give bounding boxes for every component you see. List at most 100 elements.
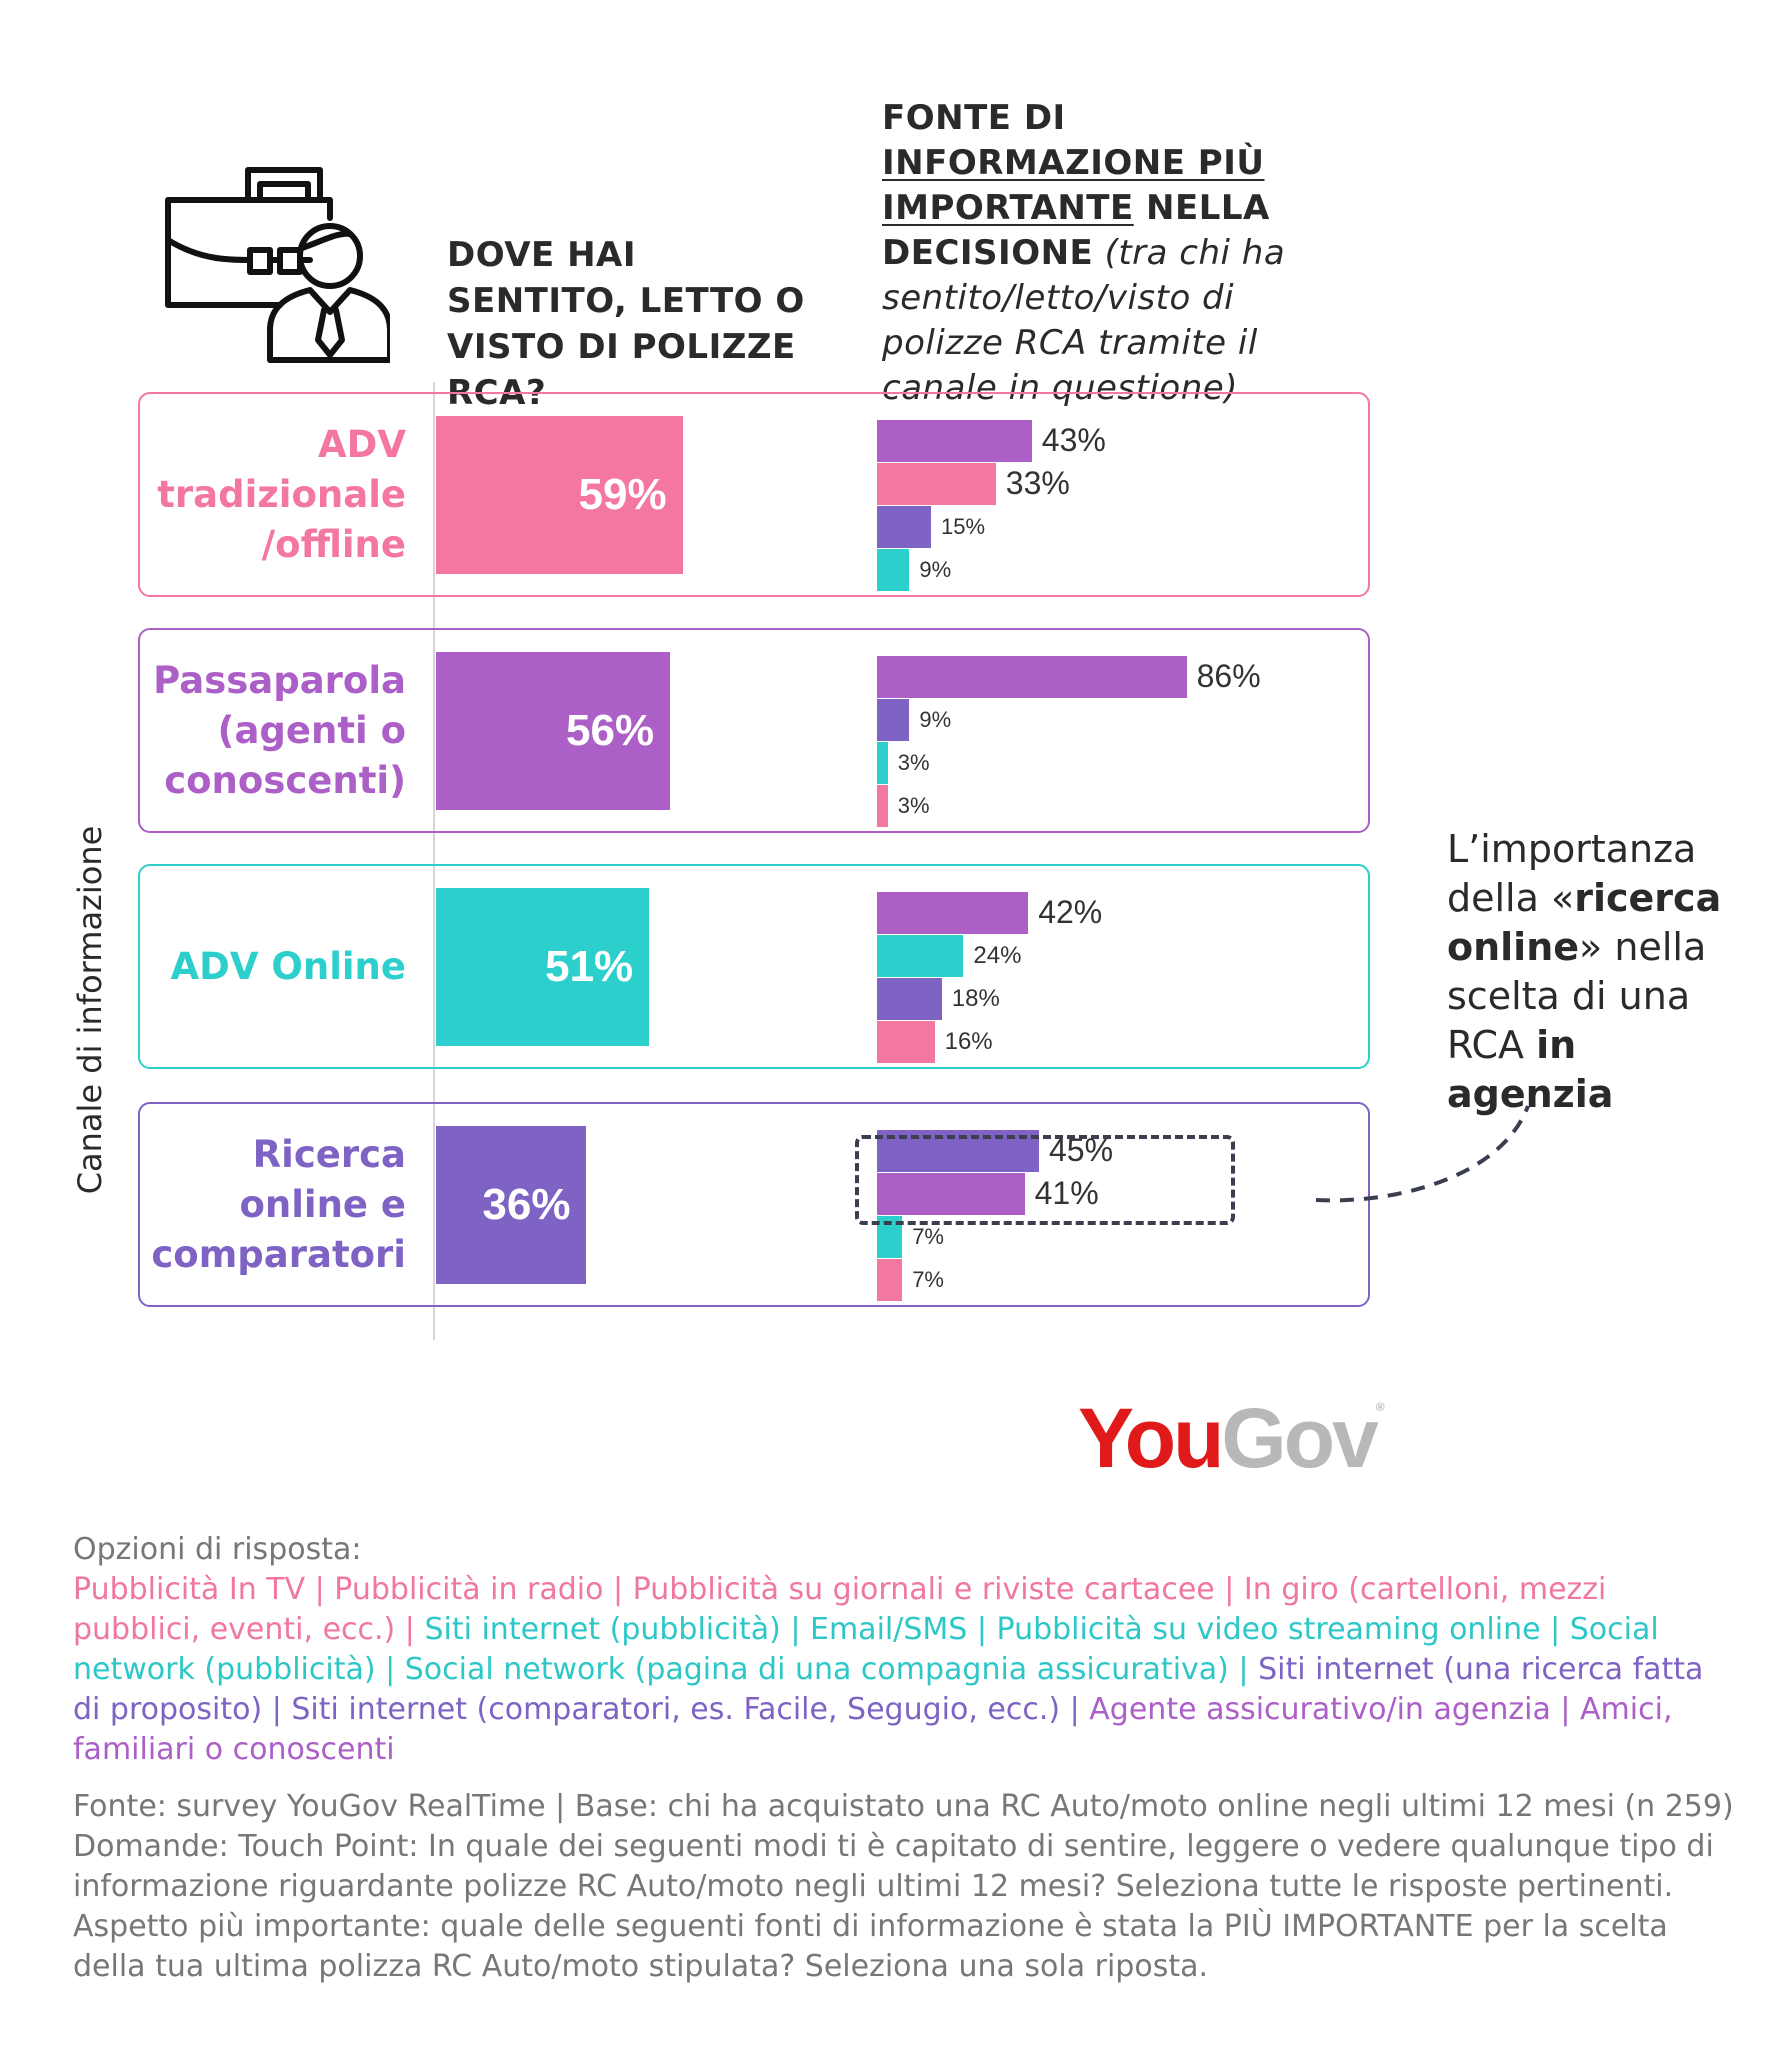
sub-bar-value: 86% [1196, 657, 1261, 694]
main-bar-value: 59% [578, 469, 667, 519]
sub-bar-value: 16% [944, 1027, 993, 1055]
sub-bar-value: 18% [951, 984, 1000, 1012]
main-bar: 51% [436, 887, 650, 1046]
option-separator: | [1228, 1652, 1259, 1687]
briefcase-person-icon [165, 167, 390, 363]
category-label-line: ADV [318, 422, 406, 466]
option-separator: | [1540, 1612, 1570, 1647]
question-most-important-note: (tra chi ha sentito/letto/visto di poliz… [882, 233, 1286, 408]
category-label-line: Ricerca [252, 1132, 406, 1176]
option-separator: | [967, 1612, 997, 1647]
sub-bar [877, 785, 888, 827]
category-panel [138, 392, 1370, 597]
callout-line-2: della «ricerca [1447, 874, 1747, 923]
category-label-line: comparatori [151, 1232, 406, 1276]
sub-bar [877, 1173, 1025, 1215]
callout-line-3b: » nella [1579, 925, 1707, 969]
importance-line: Aspetto più importante: quale delle segu… [73, 1909, 1668, 1984]
callout-line-4: scelta di una [1447, 974, 1691, 1018]
response-options-title: Opzioni di risposta: [73, 1532, 362, 1567]
callout-line-3a: online [1447, 925, 1580, 969]
category-label-line: /offline [261, 522, 406, 566]
option-separator: | [395, 1612, 425, 1647]
sub-bar-value: 42% [1038, 893, 1103, 930]
question-most-important: FONTE DI INFORMAZIONE PIÙ IMPORTANTE NEL… [882, 96, 1342, 411]
option-separator: | [262, 1692, 292, 1727]
callout-line-5b: in agenzia [1447, 1023, 1614, 1116]
response-option: Siti internet (pubblicità) [424, 1612, 781, 1647]
sub-bar [877, 420, 1032, 462]
response-option: Agente assicurativo/in agenzia [1089, 1692, 1551, 1727]
category-panel [138, 1102, 1370, 1307]
sub-bar-value: 7% [912, 1223, 944, 1249]
sub-bar-value: 9% [919, 556, 952, 582]
highlight-box [855, 1135, 1235, 1225]
response-options-list: Pubblicità In TV | Pubblicità in radio |… [73, 1570, 1713, 1770]
sub-bar-value: 3% [897, 749, 930, 775]
source-line: Fonte: survey YouGov RealTime | Base: ch… [73, 1789, 1734, 1824]
category-label-line: online e [239, 1182, 406, 1226]
question-touchpoint: DOVE HAI SENTITO, LETTO O VISTO DI POLIZ… [447, 235, 805, 413]
category-panel [138, 864, 1370, 1069]
option-separator: | [1214, 1572, 1244, 1607]
response-option: Pubblicità In TV [73, 1572, 306, 1607]
sub-bar [877, 699, 910, 741]
sub-bar-value: 7% [912, 1266, 944, 1292]
source-notes: Fonte: survey YouGov RealTime | Base: ch… [73, 1787, 1743, 1987]
sub-bar-value: 43% [1041, 421, 1106, 458]
main-bar: 59% [436, 415, 683, 574]
callout-line-2a: della « [1447, 876, 1575, 920]
sub-bar [877, 892, 1029, 934]
question-most-important-b: NELLA DECISIONE [882, 188, 1270, 273]
main-bar: 56% [436, 651, 671, 810]
response-option: Pubblicità su video streaming online [996, 1612, 1541, 1647]
response-options: Opzioni di risposta: Pubblicità In TV | … [73, 1530, 1713, 1770]
questions-line: Domande: Touch Point: In quale dei segue… [73, 1829, 1714, 1904]
yougov-logo: YouGov® [1078, 1390, 1385, 1487]
category-label: Ricerca online e comparatori [86, 1130, 406, 1280]
option-separator: | [603, 1572, 633, 1607]
response-option: Amici, familiari o conoscenti [73, 1692, 1673, 1767]
divider-line [433, 382, 435, 1340]
response-option: Pubblicità in radio [334, 1572, 604, 1607]
callout-connector [1315, 1105, 1530, 1203]
response-option: In giro (cartelloni, mezzi pubblici, eve… [73, 1572, 1607, 1647]
callout-line-5a: RCA [1447, 1023, 1537, 1067]
main-bar-value: 51% [545, 941, 634, 991]
category-label: Passaparola (agenti o conoscenti) [86, 656, 406, 806]
sub-bar-value: 24% [973, 941, 1022, 969]
category-label-line: Passaparola [153, 658, 406, 702]
sub-bar [877, 1021, 935, 1063]
sub-bar-value: 9% [919, 706, 952, 732]
response-option: Siti internet (una ricerca fatta di prop… [73, 1652, 1704, 1727]
category-label-line: tradizionale [157, 472, 406, 516]
response-option: Email/SMS [810, 1612, 968, 1647]
sub-bar [877, 1259, 903, 1301]
response-option: Siti internet (comparatori, es. Facile, … [291, 1692, 1061, 1727]
response-option: Pubblicità su giornali e riviste cartace… [632, 1572, 1215, 1607]
callout-line-5: RCA in agenzia [1447, 1021, 1747, 1119]
sub-bar [877, 742, 888, 784]
logo-gov: Gov [1221, 1391, 1378, 1485]
sub-bar [877, 506, 931, 548]
question-most-important-a: FONTE DI [882, 98, 1066, 138]
callout-line-3: online» nella [1447, 923, 1747, 972]
main-bar-value: 36% [482, 1179, 571, 1229]
sub-bar-value: 41% [1034, 1174, 1099, 1211]
logo-you: You [1078, 1391, 1224, 1485]
sub-bar-value: 3% [897, 792, 930, 818]
sub-bar [877, 549, 910, 591]
category-label-line: ADV Online [170, 944, 406, 988]
option-separator: | [375, 1652, 405, 1687]
callout-text: L’importanza della «ricerca online» nell… [1447, 825, 1747, 1119]
response-option: Social network (pubblicità) [73, 1612, 1659, 1687]
sub-bar-value: 15% [941, 513, 986, 539]
sub-bar-value: 33% [1005, 464, 1070, 501]
logo-registered: ® [1375, 1400, 1385, 1414]
callout-line-2b: ricerca [1574, 876, 1722, 920]
category-label-line: conoscenti) [164, 758, 406, 802]
question-most-important-underlined: INFORMAZIONE PIÙ IMPORTANTE [882, 143, 1265, 228]
option-separator: | [305, 1572, 335, 1607]
main-bar-value: 56% [566, 705, 655, 755]
response-option: Social network (pagina di una compagnia … [404, 1652, 1229, 1687]
